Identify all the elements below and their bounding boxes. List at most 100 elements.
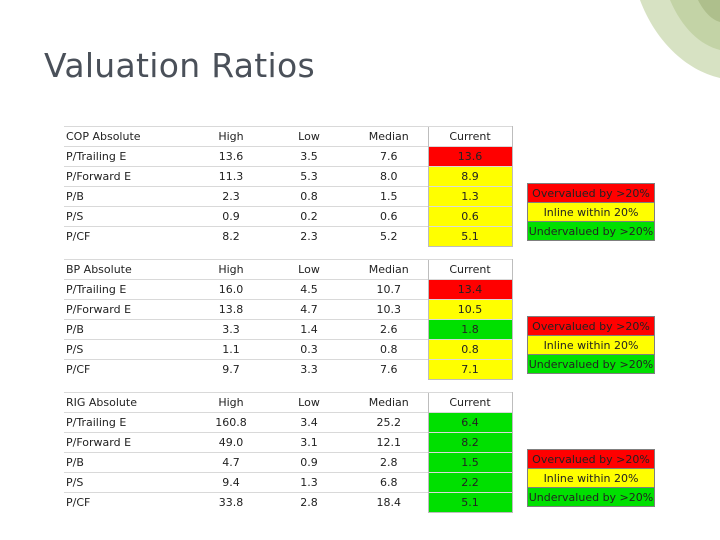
row-label: P/Forward E bbox=[64, 299, 194, 320]
table-header-row: BP Absolute High Low Median Current bbox=[64, 259, 513, 280]
color-legend: Overvalued by >20% Inline within 20% Under… bbox=[527, 183, 655, 241]
column-header: Low bbox=[268, 392, 350, 413]
current-value: 5.1 bbox=[427, 226, 513, 247]
table-row: P/Trailing E 16.0 4.5 10.7 13.4 bbox=[64, 279, 513, 300]
high-value: 1.1 bbox=[194, 339, 268, 360]
table-row: P/CF 8.2 2.3 5.2 5.1 bbox=[64, 226, 513, 247]
legend-item: Undervalued by >20% bbox=[527, 221, 655, 241]
valuation-table: COP Absolute High Low Median Current P/Traili… bbox=[64, 126, 513, 247]
current-value: 5.1 bbox=[427, 492, 513, 513]
current-value: 8.2 bbox=[427, 432, 513, 453]
median-value: 6.8 bbox=[350, 472, 428, 493]
median-value: 5.2 bbox=[350, 226, 428, 247]
current-value: 7.1 bbox=[427, 359, 513, 380]
high-value: 4.7 bbox=[194, 452, 268, 473]
high-value: 9.4 bbox=[194, 472, 268, 493]
legend-item: Inline within 20% bbox=[527, 335, 655, 355]
table-row: P/CF 9.7 3.3 7.6 7.1 bbox=[64, 359, 513, 380]
low-value: 4.7 bbox=[268, 299, 350, 320]
legend-row: Overvalued by >20% bbox=[527, 449, 655, 469]
median-value: 10.7 bbox=[350, 279, 428, 300]
low-value: 3.5 bbox=[268, 146, 350, 167]
median-value: 8.0 bbox=[350, 166, 428, 187]
high-value: 160.8 bbox=[194, 412, 268, 433]
table-header-row: COP Absolute High Low Median Current bbox=[64, 126, 513, 147]
row-label: P/B bbox=[64, 319, 194, 340]
legend-row: Undervalued by >20% bbox=[527, 354, 655, 374]
column-header: Current bbox=[427, 392, 513, 413]
valuation-table: RIG Absolute High Low Median Current P/Traili… bbox=[64, 392, 513, 513]
median-value: 10.3 bbox=[350, 299, 428, 320]
column-header: Median bbox=[350, 392, 428, 413]
low-value: 2.8 bbox=[268, 492, 350, 513]
high-value: 8.2 bbox=[194, 226, 268, 247]
table-row: P/Forward E 13.8 4.7 10.3 10.5 bbox=[64, 299, 513, 320]
column-header: Median bbox=[350, 126, 428, 147]
row-label: P/Forward E bbox=[64, 166, 194, 187]
current-value: 13.6 bbox=[427, 146, 513, 167]
current-value: 13.4 bbox=[427, 279, 513, 300]
column-header: Low bbox=[268, 259, 350, 280]
legend-row: Undervalued by >20% bbox=[527, 487, 655, 507]
median-value: 2.6 bbox=[350, 319, 428, 340]
current-value: 0.6 bbox=[427, 206, 513, 227]
low-value: 0.9 bbox=[268, 452, 350, 473]
low-value: 3.3 bbox=[268, 359, 350, 380]
low-value: 0.2 bbox=[268, 206, 350, 227]
high-value: 0.9 bbox=[194, 206, 268, 227]
legend-row: Inline within 20% bbox=[527, 468, 655, 488]
column-header: High bbox=[194, 126, 268, 147]
row-label: P/CF bbox=[64, 359, 194, 380]
table-row: P/Forward E 49.0 3.1 12.1 8.2 bbox=[64, 432, 513, 453]
high-value: 33.8 bbox=[194, 492, 268, 513]
column-header: High bbox=[194, 392, 268, 413]
table-row: P/S 9.4 1.3 6.8 2.2 bbox=[64, 472, 513, 493]
high-value: 49.0 bbox=[194, 432, 268, 453]
row-label: P/S bbox=[64, 206, 194, 227]
legend-item: Overvalued by >20% bbox=[527, 183, 655, 203]
low-value: 5.3 bbox=[268, 166, 350, 187]
high-value: 3.3 bbox=[194, 319, 268, 340]
color-legend: Overvalued by >20% Inline within 20% Under… bbox=[527, 316, 655, 374]
current-value: 1.5 bbox=[427, 452, 513, 473]
median-value: 0.8 bbox=[350, 339, 428, 360]
median-value: 7.6 bbox=[350, 359, 428, 380]
row-label: P/Forward E bbox=[64, 432, 194, 453]
row-label: P/CF bbox=[64, 492, 194, 513]
low-value: 2.3 bbox=[268, 226, 350, 247]
color-legend: Overvalued by >20% Inline within 20% Under… bbox=[527, 449, 655, 507]
row-label: P/S bbox=[64, 339, 194, 360]
table-row: P/B 3.3 1.4 2.6 1.8 bbox=[64, 319, 513, 340]
low-value: 1.3 bbox=[268, 472, 350, 493]
row-label: P/B bbox=[64, 452, 194, 473]
table-row: P/B 4.7 0.9 2.8 1.5 bbox=[64, 452, 513, 473]
median-value: 0.6 bbox=[350, 206, 428, 227]
current-value: 6.4 bbox=[427, 412, 513, 433]
current-value: 2.2 bbox=[427, 472, 513, 493]
high-value: 13.8 bbox=[194, 299, 268, 320]
high-value: 16.0 bbox=[194, 279, 268, 300]
low-value: 1.4 bbox=[268, 319, 350, 340]
column-header: Median bbox=[350, 259, 428, 280]
table-row: P/CF 33.8 2.8 18.4 5.1 bbox=[64, 492, 513, 513]
row-label: P/S bbox=[64, 472, 194, 493]
table-name: RIG Absolute bbox=[64, 392, 194, 413]
row-label: P/Trailing E bbox=[64, 412, 194, 433]
legend-row: Inline within 20% bbox=[527, 202, 655, 222]
current-value: 8.9 bbox=[427, 166, 513, 187]
table-name: COP Absolute bbox=[64, 126, 194, 147]
page-title: Valuation Ratios bbox=[44, 46, 315, 85]
table-row: P/B 2.3 0.8 1.5 1.3 bbox=[64, 186, 513, 207]
median-value: 25.2 bbox=[350, 412, 428, 433]
high-value: 13.6 bbox=[194, 146, 268, 167]
legend-item: Undervalued by >20% bbox=[527, 354, 655, 374]
high-value: 2.3 bbox=[194, 186, 268, 207]
low-value: 3.1 bbox=[268, 432, 350, 453]
low-value: 3.4 bbox=[268, 412, 350, 433]
current-value: 1.8 bbox=[427, 319, 513, 340]
valuation-table: BP Absolute High Low Median Current P/Trailin… bbox=[64, 259, 513, 380]
row-label: P/B bbox=[64, 186, 194, 207]
low-value: 4.5 bbox=[268, 279, 350, 300]
current-value: 10.5 bbox=[427, 299, 513, 320]
median-value: 18.4 bbox=[350, 492, 428, 513]
